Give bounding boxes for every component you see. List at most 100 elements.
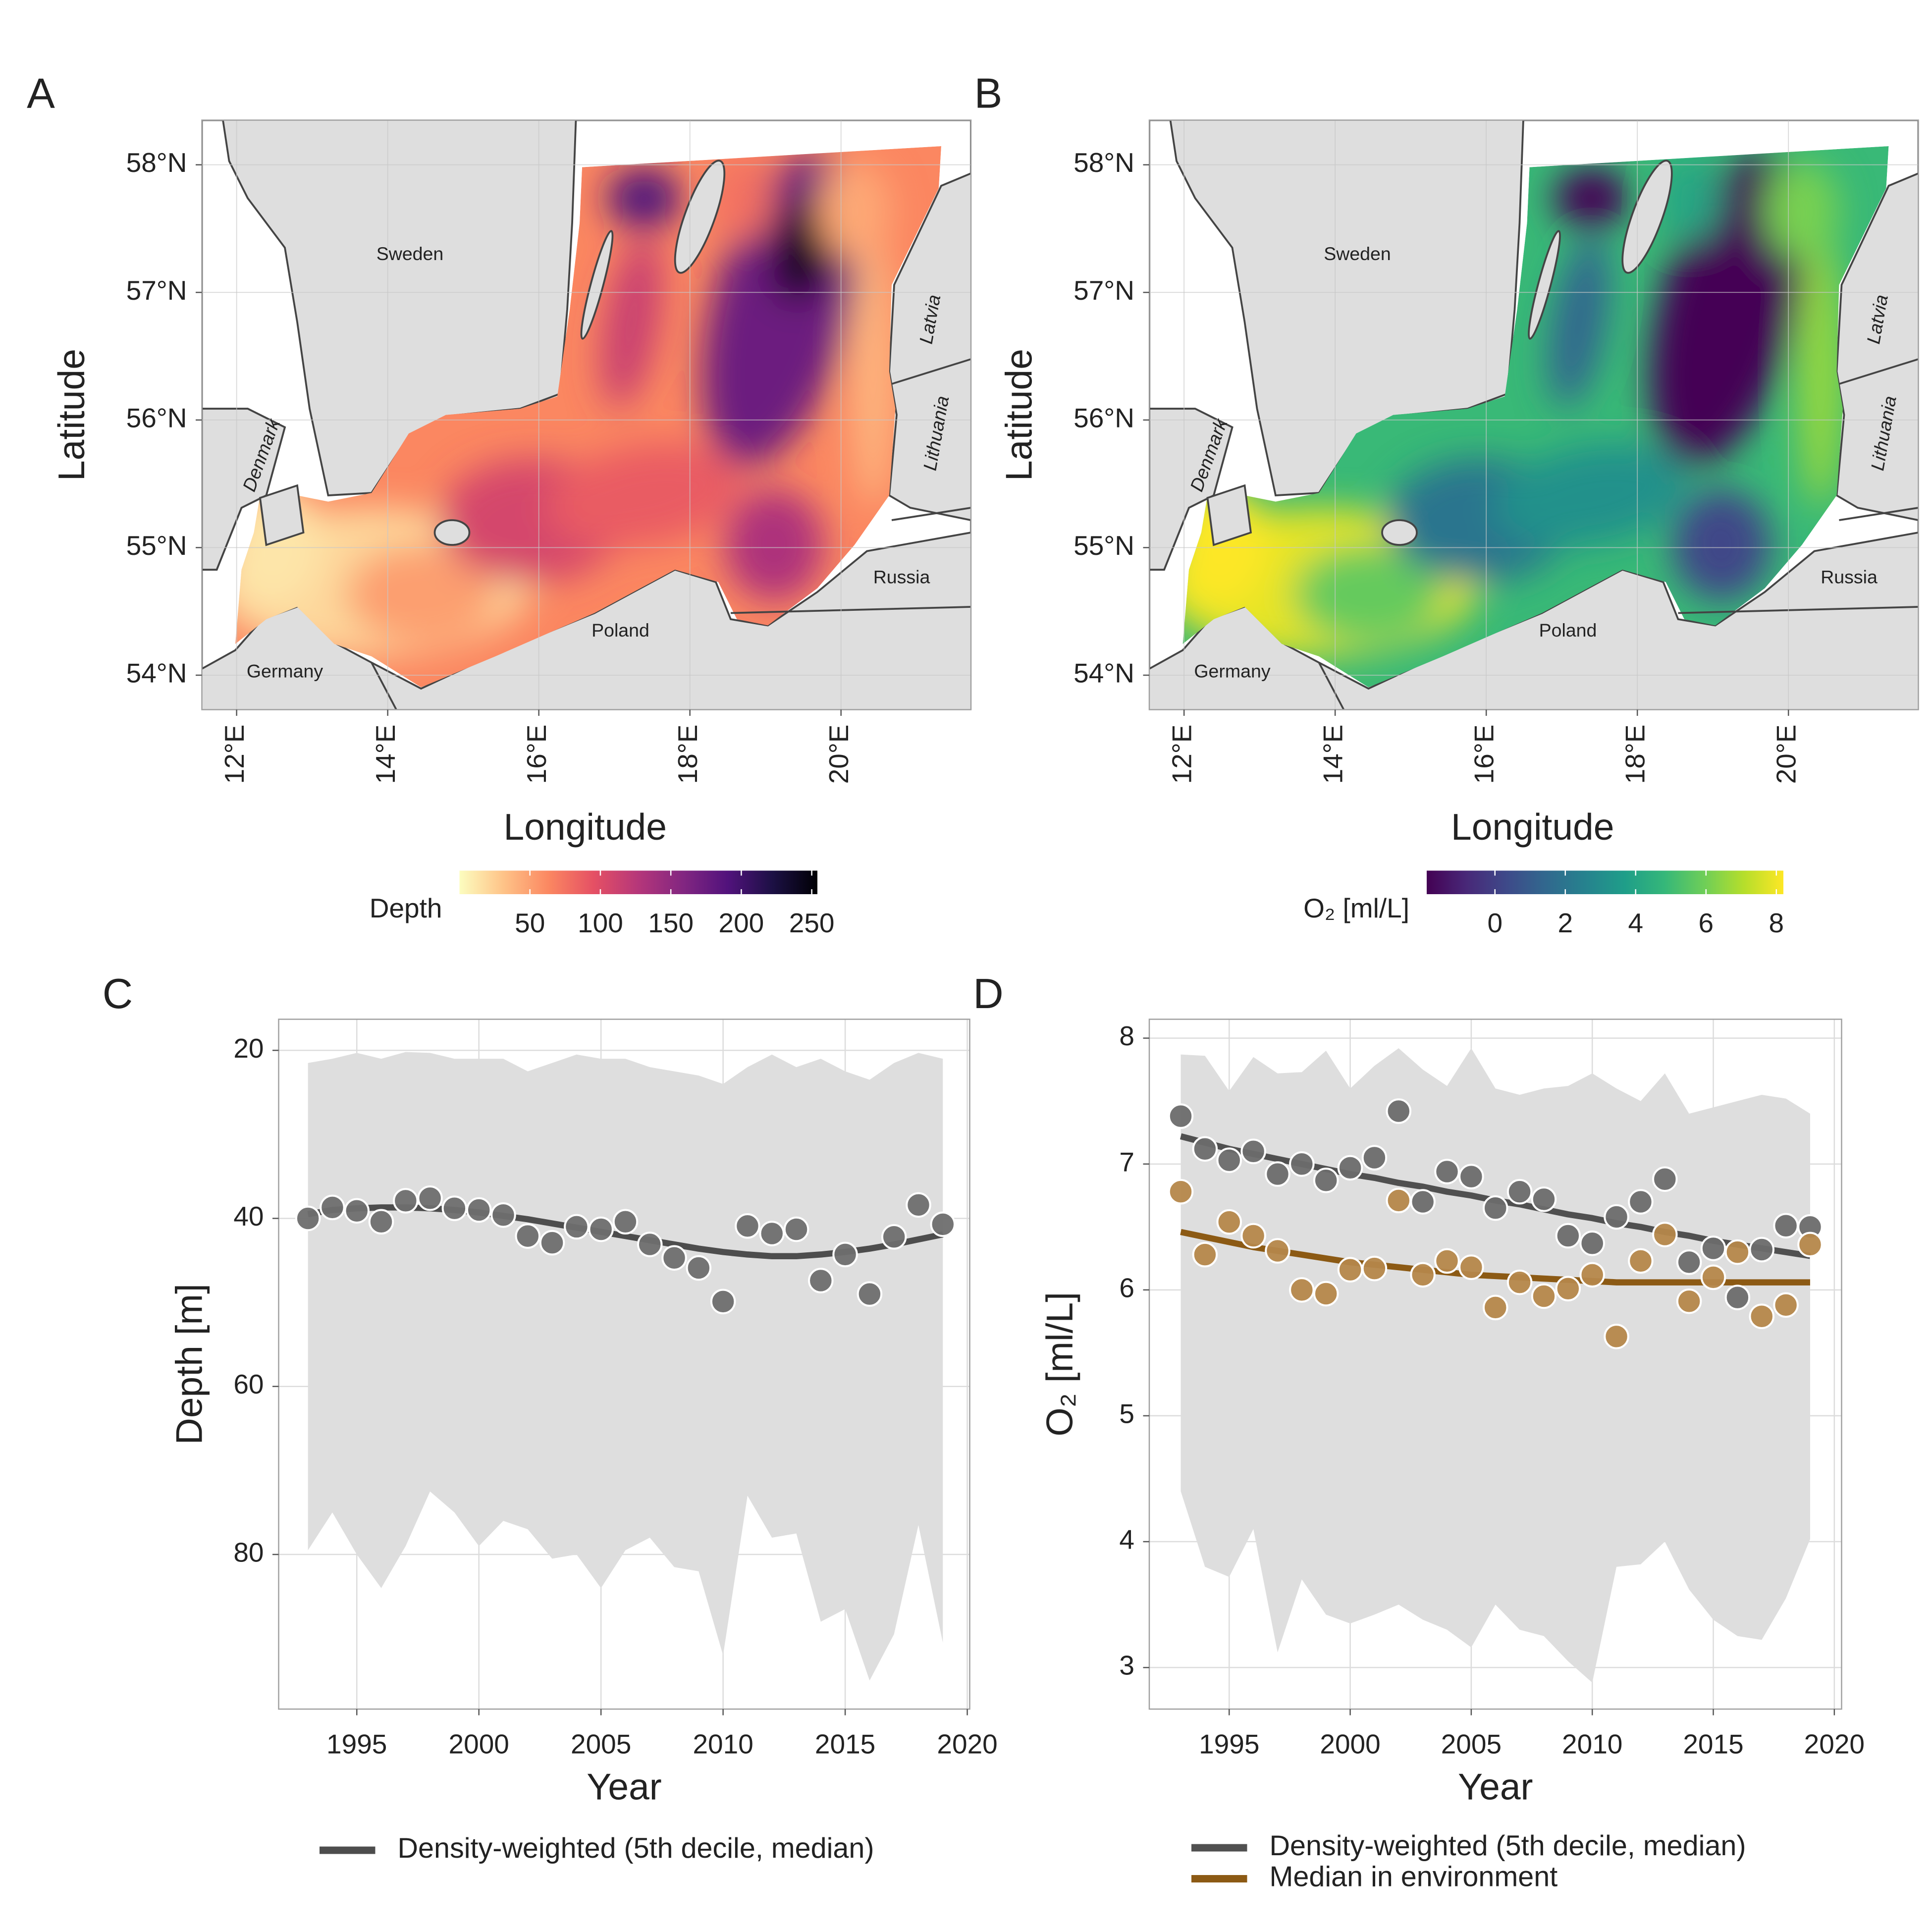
x-tick-label: 2020 bbox=[937, 1729, 997, 1760]
data-point bbox=[1410, 1189, 1436, 1215]
map-panel: SwedenDenmarkGermanyPolandRussiaLatviaLi… bbox=[27, 70, 972, 938]
border bbox=[1318, 662, 1345, 710]
place-label: Sweden bbox=[1324, 243, 1391, 264]
data-point bbox=[1265, 1238, 1290, 1264]
y-tick-label: 3 bbox=[1119, 1650, 1134, 1681]
island bbox=[1621, 160, 1673, 274]
colorbar-tick-label: 100 bbox=[578, 908, 623, 938]
colorbar-tick-label: 4 bbox=[1628, 908, 1643, 938]
data-point bbox=[1531, 1283, 1557, 1309]
data-point bbox=[1652, 1166, 1678, 1192]
data-point bbox=[881, 1224, 907, 1250]
colorbar bbox=[1427, 870, 1783, 894]
place-label: Germany bbox=[1194, 660, 1270, 681]
x-tick-label: 16°E bbox=[1469, 725, 1500, 784]
place-label: Poland bbox=[1539, 620, 1597, 641]
data-point bbox=[832, 1241, 858, 1268]
place-label: Poland bbox=[591, 620, 649, 641]
colorbar-tick-label: 0 bbox=[1487, 908, 1503, 938]
raster-patch bbox=[600, 236, 663, 408]
data-point bbox=[1483, 1195, 1508, 1221]
data-point bbox=[441, 1195, 468, 1221]
data-point bbox=[1458, 1254, 1484, 1280]
data-point bbox=[1604, 1204, 1629, 1230]
y-tick-label: 58°N bbox=[1073, 147, 1134, 178]
border bbox=[1678, 606, 1919, 614]
data-point bbox=[612, 1209, 639, 1235]
colorbar-tick-label: 6 bbox=[1698, 908, 1714, 938]
panel-label: D bbox=[973, 970, 1003, 1018]
colorbar-tick-label: 50 bbox=[515, 908, 545, 938]
data-point bbox=[1676, 1249, 1702, 1275]
line-panel: 1995 2000 2005 2010 2015 2020 3 4 5 6 7 8 D O₂ [ml/L]… bbox=[973, 970, 1865, 1893]
y-tick-label: 6 bbox=[1119, 1272, 1134, 1303]
data-point bbox=[637, 1232, 663, 1257]
border bbox=[371, 662, 397, 710]
data-point bbox=[344, 1198, 370, 1224]
data-point bbox=[808, 1268, 834, 1293]
data-point bbox=[539, 1230, 565, 1256]
plot-frame bbox=[1148, 119, 1919, 710]
x-tick-label: 18°E bbox=[1620, 725, 1651, 784]
y-tick-label: 8 bbox=[1119, 1020, 1134, 1051]
border bbox=[730, 606, 971, 614]
island bbox=[433, 519, 471, 546]
data-point bbox=[1386, 1187, 1412, 1214]
island bbox=[1381, 519, 1418, 546]
data-point bbox=[295, 1205, 321, 1232]
data-point bbox=[1555, 1276, 1581, 1302]
y-tick-label: 60 bbox=[233, 1369, 264, 1399]
data-point bbox=[1579, 1231, 1605, 1256]
data-point bbox=[1313, 1281, 1339, 1307]
raster bbox=[1182, 146, 1889, 688]
colorbar-tick-label: 150 bbox=[648, 908, 694, 938]
data-point bbox=[1289, 1151, 1315, 1177]
data-point bbox=[1749, 1236, 1774, 1263]
data-point bbox=[930, 1211, 956, 1237]
x-axis-title: Longitude bbox=[1451, 806, 1614, 848]
legend-label: Density-weighted (5th decile, median) bbox=[398, 1832, 874, 1864]
data-point bbox=[686, 1255, 712, 1281]
island bbox=[1206, 484, 1252, 546]
y-tick-label: 20 bbox=[233, 1033, 264, 1064]
y-axis-title: Depth [m] bbox=[168, 1284, 210, 1445]
data-point bbox=[1652, 1222, 1678, 1247]
data-point bbox=[1604, 1324, 1629, 1349]
x-tick-label: 2005 bbox=[571, 1729, 631, 1760]
island bbox=[259, 484, 305, 546]
y-tick-label: 56°N bbox=[1073, 402, 1134, 433]
x-tick-label: 2010 bbox=[1562, 1729, 1622, 1760]
colorbar-tick-label: 8 bbox=[1769, 908, 1784, 938]
data-point bbox=[466, 1197, 492, 1223]
data-point bbox=[1361, 1145, 1388, 1171]
x-axis-title: Year bbox=[587, 1766, 662, 1807]
x-tick-label: 1995 bbox=[1199, 1729, 1259, 1760]
x-tick-label: 12°E bbox=[219, 725, 250, 784]
land bbox=[202, 408, 286, 571]
data-point bbox=[1700, 1264, 1726, 1290]
data-point bbox=[1773, 1292, 1799, 1318]
plot-frame bbox=[278, 1019, 970, 1710]
y-tick-label: 56°N bbox=[126, 402, 187, 433]
data-point bbox=[1579, 1262, 1605, 1288]
y-tick-label: 54°N bbox=[1073, 657, 1134, 688]
island bbox=[1528, 230, 1561, 340]
data-point bbox=[1628, 1189, 1654, 1215]
raster-patch bbox=[1660, 155, 1721, 242]
y-tick-label: 54°N bbox=[126, 657, 187, 688]
x-tick-label: 2010 bbox=[693, 1729, 753, 1760]
y-tick-label: 55°N bbox=[126, 530, 187, 561]
data-point bbox=[1506, 1269, 1533, 1295]
raster-patch bbox=[347, 545, 495, 644]
x-tick-label: 2005 bbox=[1441, 1729, 1502, 1760]
y-tick-label: 58°N bbox=[126, 147, 187, 178]
data-point bbox=[1168, 1103, 1194, 1129]
data-point bbox=[1434, 1159, 1460, 1184]
x-tick-label: 1995 bbox=[326, 1729, 387, 1760]
data-point bbox=[1773, 1213, 1799, 1238]
data-point bbox=[1192, 1241, 1218, 1268]
data-point bbox=[906, 1192, 931, 1218]
data-point bbox=[1458, 1164, 1484, 1189]
border bbox=[1838, 358, 1919, 385]
